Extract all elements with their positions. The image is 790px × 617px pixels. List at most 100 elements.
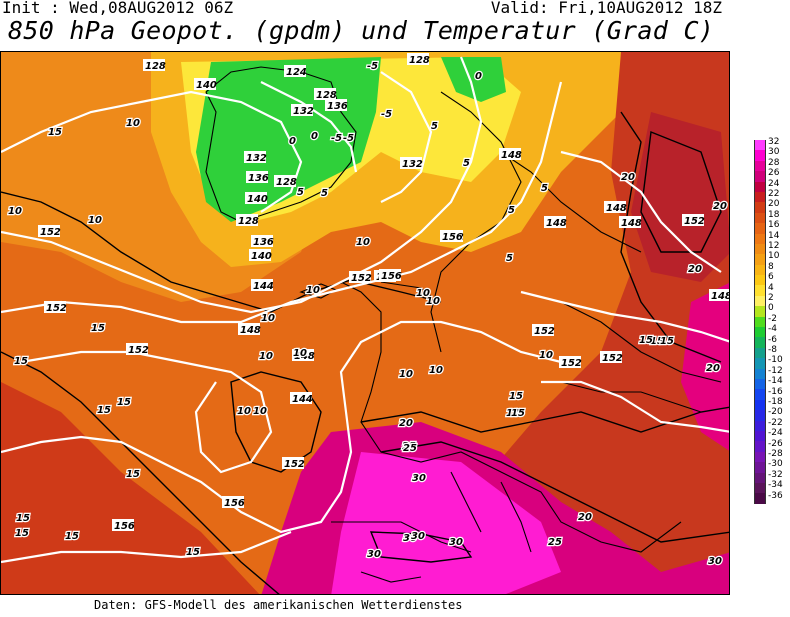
- legend-swatch: [754, 150, 766, 161]
- isohypse-label-box: [44, 301, 66, 313]
- legend-label: 12: [768, 241, 780, 251]
- isohypse-label-box: [126, 343, 148, 355]
- legend-label: 20: [768, 199, 780, 210]
- legend-label: -4: [768, 324, 777, 335]
- temperature-label: 20: [688, 264, 702, 275]
- isohypse-label: 132: [246, 153, 267, 164]
- temperature-label: 0: [311, 131, 318, 142]
- temperature-label: 0: [289, 136, 296, 147]
- legend-label: -28: [768, 449, 783, 459]
- isohypse-label-box: [274, 175, 296, 187]
- temperature-label: 20: [578, 512, 592, 523]
- isohypse-label: 132: [402, 159, 423, 170]
- temperature-label: 15: [126, 469, 140, 480]
- isohypse-label: 124: [286, 67, 307, 78]
- isohypse-label: 136: [248, 173, 269, 184]
- legend-swatch: [754, 420, 766, 431]
- isohypse-label: 144: [292, 394, 313, 405]
- legend-label: 4: [768, 282, 774, 293]
- temperature-label: 10: [126, 118, 140, 129]
- isohypse-label: 152: [684, 216, 705, 227]
- legend-label: 30: [768, 147, 780, 158]
- temperature-label: 15: [186, 547, 200, 558]
- temperature-label: 15: [14, 356, 28, 367]
- temperature-label: 5: [463, 158, 470, 169]
- isohypse-label-box: [222, 496, 244, 508]
- legend-swatch: [754, 233, 766, 244]
- temperature-label: 15: [117, 397, 131, 408]
- temperature-label: 20: [706, 363, 720, 374]
- temperature-label: 15: [650, 336, 664, 347]
- temperature-label: 5: [541, 183, 548, 194]
- temperature-label: 15: [509, 391, 523, 402]
- isohypse-label-box: [282, 457, 304, 469]
- color-scale-legend: 32 30 28 26 24 22 20 18 16 14 12 10 8 6 4 2 0 -2 -4 -6 -8 -10…: [754, 138, 790, 520]
- temperature-label: 10: [429, 365, 443, 376]
- isohypse-label: 152: [46, 303, 67, 314]
- temperature-label: 10: [237, 406, 251, 417]
- isohypse-label: 140: [251, 251, 272, 262]
- legend-swatch: [754, 171, 766, 182]
- legend-swatch: [754, 306, 766, 317]
- legend-swatch: [754, 212, 766, 224]
- isohypse-label: 148: [711, 291, 730, 302]
- temperature-label: 30: [403, 533, 417, 544]
- temperature-label: 30: [708, 556, 722, 567]
- isohypse-label: 152: [40, 227, 61, 238]
- isohypse-label-box: [290, 392, 312, 404]
- isohypse-label: 152: [284, 459, 305, 470]
- temperature-label: 20: [713, 201, 727, 212]
- temp-field-minus4-b: [441, 57, 506, 102]
- legend-label: -20: [768, 407, 783, 418]
- isohypse-label: 152: [602, 353, 623, 364]
- temperature-label: 30: [411, 531, 425, 542]
- temperature-label: 25: [403, 443, 417, 454]
- legend-swatch: [754, 254, 766, 265]
- isohypse-label: 128: [276, 177, 297, 188]
- temperature-label: 10: [8, 206, 22, 217]
- isohypse-label-box: [292, 349, 314, 361]
- init-time: Init : Wed,08AUG2012 06Z: [2, 0, 234, 17]
- legend-label: 28: [768, 157, 780, 168]
- isohypse-label: 140: [247, 194, 268, 205]
- temperature-label: 15: [639, 335, 653, 346]
- legend-label: -26: [768, 438, 783, 449]
- legend-swatch: [754, 337, 766, 348]
- legend-swatch: [754, 493, 766, 504]
- temperature-label: 5: [431, 121, 438, 132]
- isohypse-label-box: [251, 235, 273, 247]
- temp-field-sw: [1, 382, 260, 594]
- isohypse-label-box: [440, 230, 462, 242]
- weather-map: 140 124 128 132 128 136 132 128 132 136 140 128 136 1…: [0, 51, 730, 595]
- isohypse-label: 156: [442, 232, 463, 243]
- isohypse-label-box: [38, 225, 60, 237]
- temperature-label: 10: [306, 285, 320, 296]
- isohypse-label-box: [112, 519, 134, 531]
- isohypse-label: 156: [224, 498, 245, 509]
- legend-label: 0: [768, 303, 774, 314]
- isohypse-labels: 1401241281321281361321281321361401281361…: [38, 53, 730, 532]
- isohypse-label: 148: [294, 351, 315, 362]
- legend-label: -16: [768, 386, 783, 397]
- isohypse-label-box: [709, 289, 729, 301]
- temperature-label: 10: [356, 237, 370, 248]
- legend-label: -36: [768, 490, 783, 501]
- legend-label: -18: [768, 397, 783, 407]
- isohypse-label-box: [407, 53, 429, 65]
- isohypse-label: 128: [316, 90, 337, 101]
- isohypse-label-box: [245, 192, 267, 204]
- temperature-label: 10: [253, 406, 267, 417]
- isohypse-label-box: [284, 65, 306, 77]
- legend-swatch: [754, 482, 766, 494]
- legend-label: 8: [768, 261, 774, 272]
- legend-label: 10: [768, 251, 780, 262]
- legend-swatch: [754, 358, 766, 369]
- geopotential-isohypses: [1, 56, 729, 564]
- temperature-label: 15: [65, 531, 79, 542]
- isohypse-label: 152: [351, 273, 372, 284]
- isohypse-label-box: [604, 201, 626, 213]
- color-scale-bar: [754, 140, 766, 504]
- temperature-label: -5: [381, 109, 392, 120]
- legend-label: -32: [768, 469, 783, 480]
- isohypse-label: 148: [501, 150, 522, 161]
